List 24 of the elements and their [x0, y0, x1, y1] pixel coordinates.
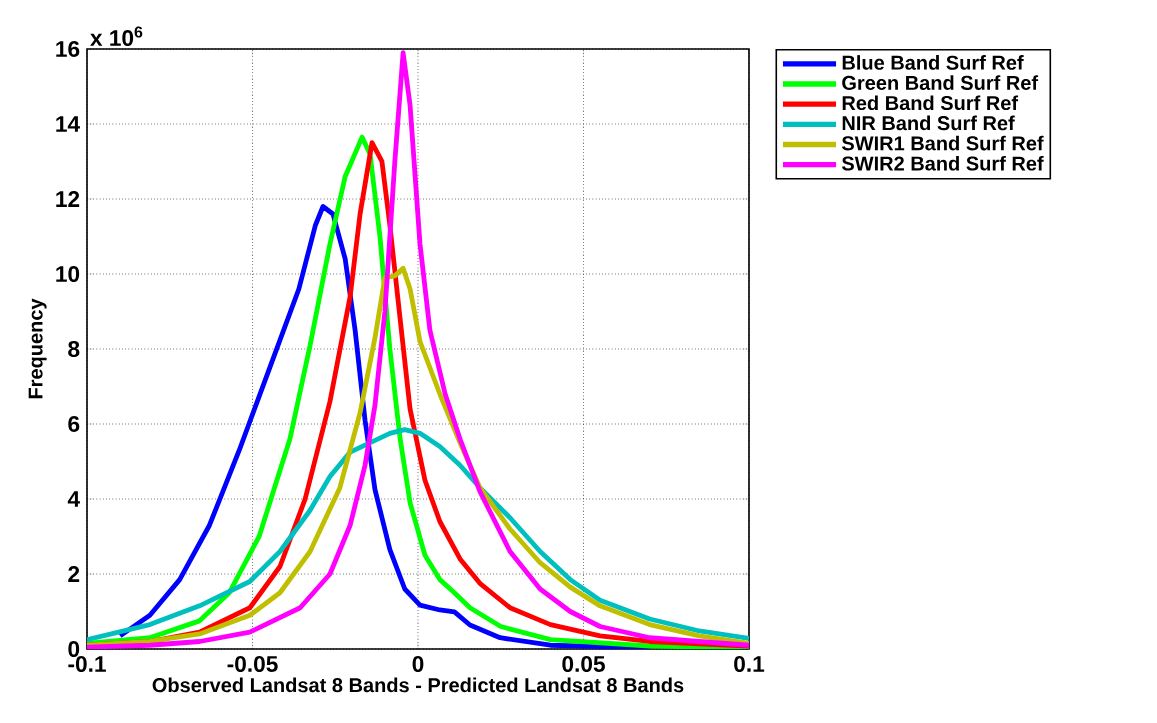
line-series [117, 204, 653, 649]
y-tick-label: 2 [68, 566, 80, 582]
y-tick-label: 10 [56, 265, 80, 283]
text: x 10$^{6}$ [90, 26, 143, 47]
y-tick-label: 6 [68, 415, 80, 433]
y-tick-label: 12 [56, 191, 80, 207]
legend-label: NIR Band Surf Ref [842, 115, 1015, 131]
y-tick-label: 8 [68, 340, 80, 358]
y-tick-label: 14 [56, 116, 80, 132]
y-tick-label: 16 [56, 40, 80, 58]
x-tick-label: 0.1 [734, 655, 765, 672]
legend-label: SWIR1 Band Surf Ref [841, 135, 1044, 151]
line-series [87, 265, 749, 648]
y-tick-label: 4 [67, 491, 80, 507]
x-tick-label: -0.1 [68, 655, 106, 672]
y-axis-title: Frequency [28, 298, 47, 399]
legend-label: SWIR2 Band Surf Ref [841, 155, 1044, 171]
legend-label: Red Band Surf Ref [842, 95, 1019, 111]
x-tick-label: -0.05 [227, 655, 278, 672]
x-tick-label: 0 [412, 655, 424, 672]
x-axis-title: Observed Landsat 8 Bands - Predicted Landsat 8 Bands [152, 677, 684, 693]
legend-label: Blue Band Surf Ref [842, 55, 1024, 70]
legend-label: Green Band Surf Ref [842, 75, 1039, 90]
x-tick-label: 0.05 [562, 655, 605, 672]
